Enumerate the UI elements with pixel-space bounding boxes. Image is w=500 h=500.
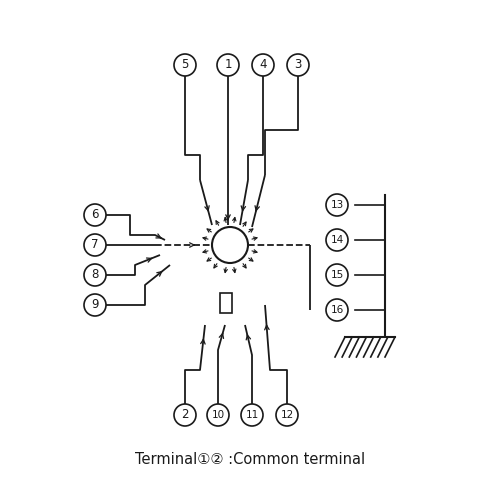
Circle shape — [212, 227, 248, 263]
Text: 6: 6 — [91, 208, 99, 222]
Text: 1: 1 — [224, 58, 232, 71]
Text: 5: 5 — [182, 58, 188, 71]
Text: 8: 8 — [92, 268, 98, 281]
Text: 10: 10 — [212, 410, 224, 420]
Text: 3: 3 — [294, 58, 302, 71]
Text: 4: 4 — [259, 58, 267, 71]
Text: 15: 15 — [330, 270, 344, 280]
Bar — [220, 293, 232, 313]
Text: 13: 13 — [330, 200, 344, 210]
Text: Terminal①② :Common terminal: Terminal①② :Common terminal — [135, 452, 365, 468]
Text: 2: 2 — [181, 408, 189, 422]
Text: 7: 7 — [91, 238, 99, 252]
Text: 14: 14 — [330, 235, 344, 245]
Text: 16: 16 — [330, 305, 344, 315]
Text: 12: 12 — [280, 410, 293, 420]
Text: 9: 9 — [91, 298, 99, 312]
Text: 11: 11 — [246, 410, 258, 420]
